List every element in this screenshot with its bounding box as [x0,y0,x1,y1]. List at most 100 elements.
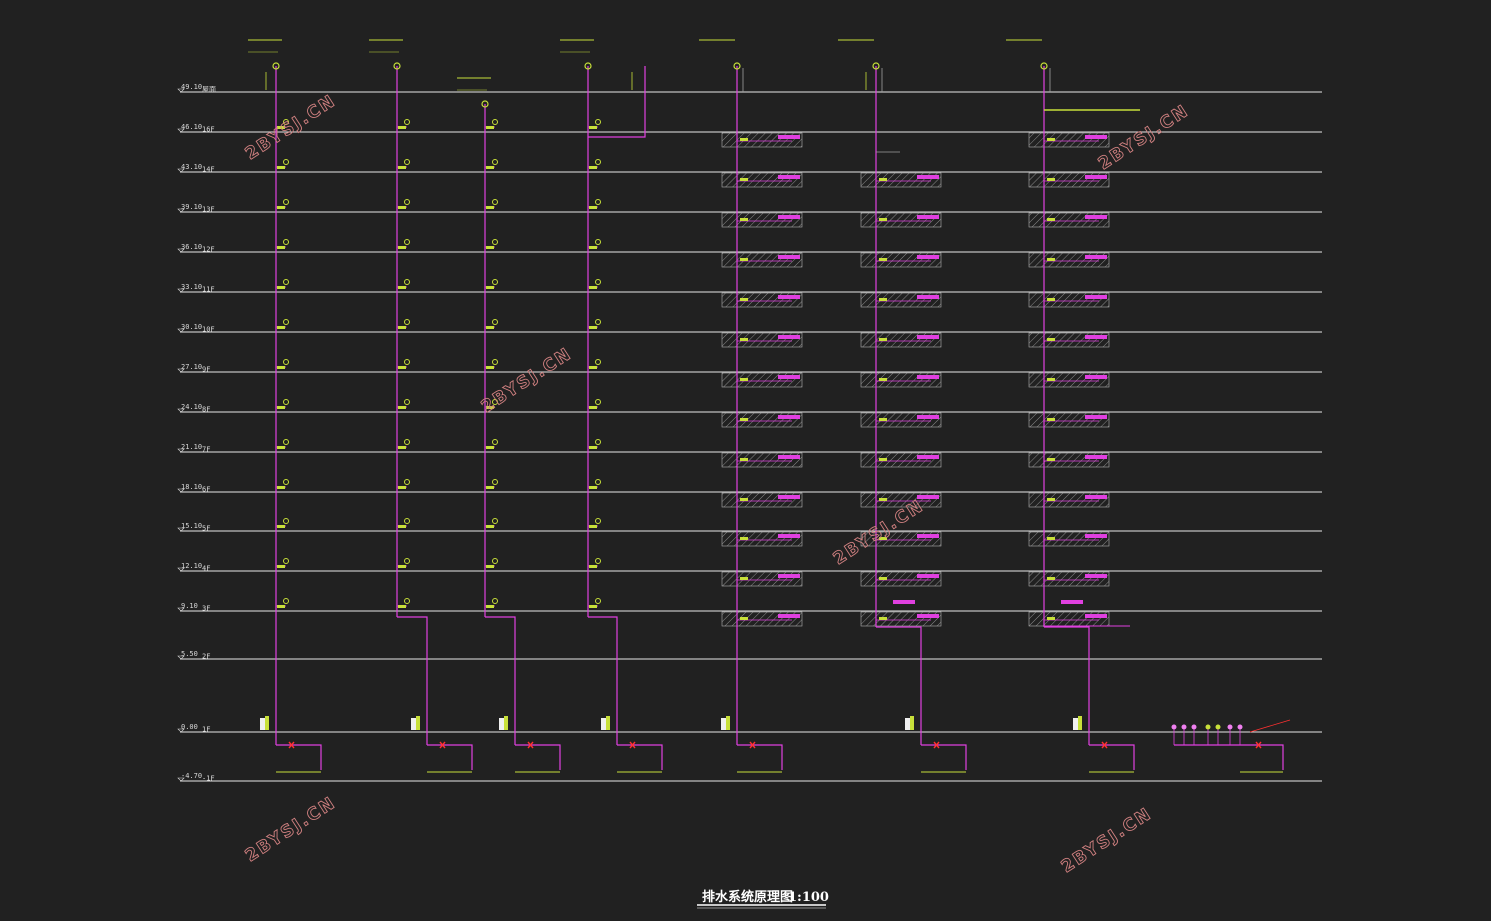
fixture-bar [917,295,939,299]
level-elevation: -4.70 [181,772,202,780]
stack-offset [485,616,516,745]
fixture-bar [917,255,939,259]
drain-inlet-icon [1227,724,1233,730]
floor-drain-icon [404,159,410,165]
fixtures [248,39,1291,773]
floor-drain-icon [492,199,498,205]
level-floor: 7F [202,446,210,454]
fixture-bar [778,295,800,299]
fixture-bar [1085,255,1107,259]
vent-cap-icon [872,62,880,70]
fixture-bar [1085,375,1107,379]
trap-icon [740,178,748,181]
level-floor: 4F [202,565,210,573]
gate-valve-icon [1101,741,1108,749]
level-marker-icon [177,248,185,253]
floor-drain-icon [492,399,498,405]
level-floor: 14F [202,166,215,174]
floor-drain-icon [404,119,410,125]
floor-drain-icon [283,159,289,165]
floor-drain-icon [492,359,498,365]
trap-icon [879,418,887,421]
cleanout-icon [265,716,269,730]
level-marker-icon [177,368,185,373]
level-floor: 8F [202,406,210,414]
floor-drain-icon [404,399,410,405]
trap-icon [879,458,887,461]
cleanout-icon [1078,716,1082,730]
outfall-pipe [921,744,967,770]
trap-icon [589,486,597,489]
fixture-bar [778,455,800,459]
floor-drain-icon [595,119,601,125]
level-floor: 11F [202,286,215,294]
watermark-6: 2BYSJ.CN [1058,804,1156,877]
floor-drain-icon [595,558,601,564]
fixture-bar [1061,600,1083,604]
drain-inlet-icon [1181,724,1187,730]
floor-drain-icon [283,359,289,365]
fixture-bar [917,175,939,179]
trap-icon [740,338,748,341]
trap-icon [277,206,285,209]
trap-icon [398,246,406,249]
trap-icon [486,605,494,608]
level-marker-icon [177,448,185,453]
watermark-1: 2BYSJ.CN [242,91,340,164]
drawing-title: 排水系统原理图 1:100 [697,889,829,909]
level-marker-icon [177,168,185,173]
fixture-bar [1085,215,1107,219]
vent-cap-icon [272,62,280,70]
trap-icon [277,286,285,289]
drain-inlet-icon [1191,724,1197,730]
trap-icon [1047,298,1055,301]
level-elevation: 36.10 [181,243,202,251]
floor-drain-icon [283,558,289,564]
trap-icon [486,446,494,449]
fixture-bar [778,175,800,179]
floor-drain-icon [404,199,410,205]
trap-icon [589,525,597,528]
stack-offset [588,616,618,745]
trap-icon [740,218,748,221]
watermark-2: 2BYSJ.CN [1095,101,1193,174]
fixture-bar [778,375,800,379]
floor-drain-icon [492,319,498,325]
fixture-bar [778,495,800,499]
trap-icon [398,366,406,369]
vent-offset [588,66,646,138]
trap-icon [589,166,597,169]
gate-valve-icon [933,741,940,749]
level-marker-icon [177,288,185,293]
trap-icon [589,246,597,249]
drain-inlet-icon [1215,724,1221,730]
watermark-3: 2BYSJ.CN [478,344,576,417]
trap-icon [740,258,748,261]
gate-valve-icon [439,741,446,749]
level-floor: 3F [202,605,210,613]
cleanout-icon [416,716,420,730]
floor-drain-icon [404,558,410,564]
trap-icon [589,126,597,129]
floor-drain-icon [595,359,601,365]
trap-icon [740,138,748,141]
floor-drain-icon [492,159,498,165]
level-elevation: 5.50 [181,650,198,658]
fixture-bar [778,135,800,139]
floor-drain-icon [492,119,498,125]
trap-icon [486,246,494,249]
trap-icon [589,286,597,289]
level-marker-icon [177,728,185,733]
trap-icon [589,206,597,209]
floor-drain-icon [283,598,289,604]
floor-drain-icon [283,518,289,524]
level-floor: 1F [202,726,210,734]
trap-icon [879,378,887,381]
outfall-pipe [427,744,473,770]
drain-inlet-icon [1205,724,1211,730]
trap-icon [879,218,887,221]
gate-valve-icon [1255,741,1262,749]
cleanout-icon [910,716,914,730]
floor-drain-icon [404,598,410,604]
trap-icon [398,446,406,449]
